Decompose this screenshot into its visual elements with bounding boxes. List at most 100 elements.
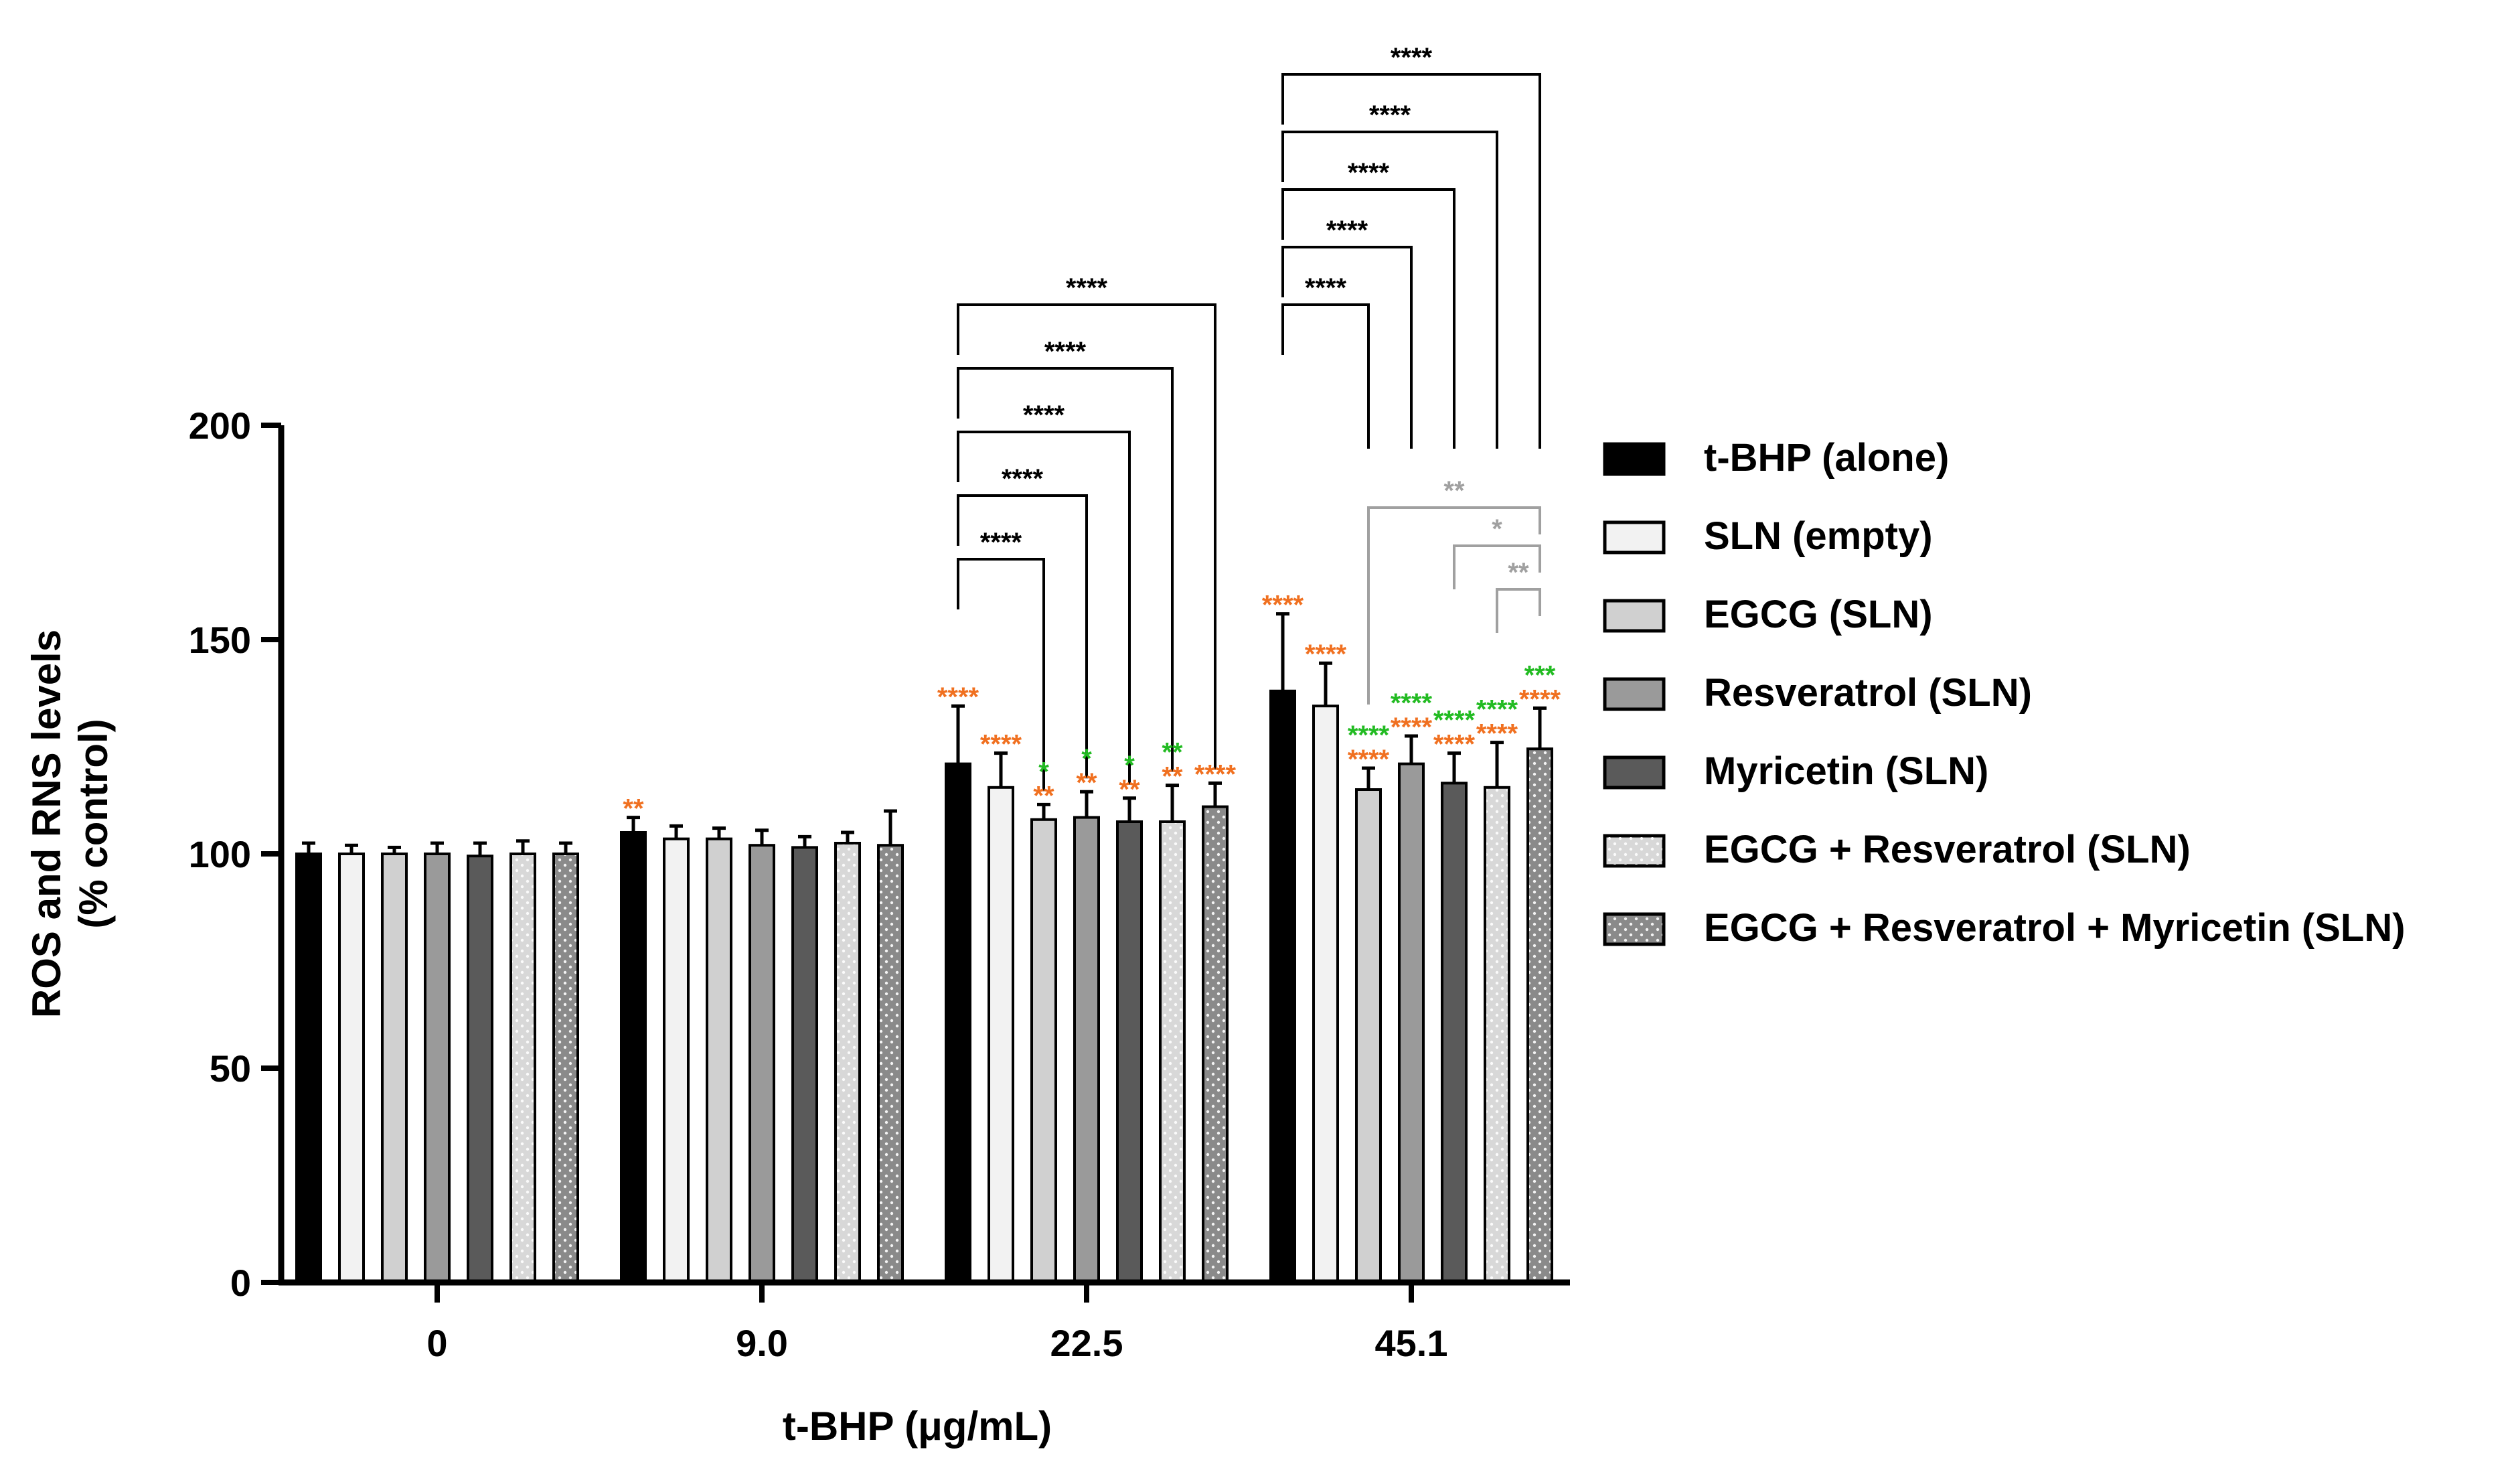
comparison-label-8: ****: [1369, 100, 1411, 130]
x-tick-label-0: 0: [426, 1322, 447, 1364]
comparison-label-0: ****: [980, 528, 1022, 557]
significance-label-11-0: ****: [1391, 688, 1433, 718]
significance-label-12-0: ****: [1433, 706, 1476, 735]
legend-label-5: EGCG + Resveratrol (SLN): [1704, 828, 2191, 871]
bar-pattern-6-2: [1204, 808, 1226, 1281]
y-tick-label-150: 150: [189, 619, 251, 661]
significance-label-10-0: ****: [1348, 721, 1390, 750]
legend-swatch-pattern-5: [1606, 837, 1662, 865]
y-tick-label-0: 0: [230, 1262, 251, 1304]
significance-label-8-0: ****: [1262, 591, 1304, 620]
bar-1-0: [338, 853, 365, 1284]
bar-2-2: [1030, 818, 1057, 1284]
significance-label-14-0: ***: [1524, 660, 1556, 690]
bar-4-0: [467, 855, 493, 1284]
significance-label-12-1: ****: [1433, 730, 1476, 759]
bar-2-0: [381, 853, 408, 1284]
significance-label-7-0: ****: [1194, 759, 1237, 789]
legend-swatch-4: [1603, 755, 1666, 790]
significance-label-0-0: **: [623, 794, 644, 824]
comparison-label-5: ****: [1305, 273, 1347, 303]
comparison-label-7: ****: [1348, 158, 1390, 188]
comparison-label-2: ****: [1023, 400, 1065, 430]
bar-1-3: [1312, 705, 1339, 1284]
bar-pattern-5-2: [1162, 823, 1183, 1281]
bar-pattern-6-3: [1529, 750, 1551, 1281]
significance-label-11-1: ****: [1391, 713, 1433, 742]
comparison-bracket-5: [1281, 303, 1370, 449]
comparison-bracket-7: [1281, 188, 1455, 449]
bar-0-1: [620, 831, 647, 1284]
comparison-label-12: **: [1443, 476, 1465, 506]
significance-label-14-1: ****: [1519, 684, 1561, 714]
y-axis-title-line2: (% control): [71, 719, 116, 928]
x-tick-label-1: 9.0: [736, 1322, 788, 1364]
bar-3-0: [424, 853, 451, 1284]
x-axis-title: t-BHP (μg/mL): [783, 1404, 1052, 1449]
comparison-label-10: **: [1508, 558, 1529, 587]
bar-2-3: [1355, 788, 1382, 1284]
comparison-label-6: ****: [1326, 216, 1368, 245]
legend-swatch-0: [1603, 442, 1666, 476]
significance-label-4-0: *: [1081, 744, 1092, 773]
significance-label-1-0: ****: [937, 682, 979, 712]
bar-pattern-5-3: [1486, 788, 1508, 1281]
y-tick-label-200: 200: [189, 404, 251, 447]
significance-label-3-0: *: [1038, 757, 1049, 786]
bar-1-1: [663, 837, 690, 1284]
x-tick-label-2: 22.5: [1050, 1322, 1123, 1364]
comparison-bracket-9: [1281, 73, 1541, 449]
legend-label-3: Resveratrol (SLN): [1704, 671, 2032, 715]
y-tick-label-100: 100: [189, 833, 251, 875]
legend-swatch-pattern-6: [1606, 915, 1662, 943]
legend-swatch-3: [1603, 677, 1666, 711]
bar-3-3: [1398, 762, 1425, 1284]
significance-label-6-1: **: [1162, 762, 1183, 792]
significance-label-5-1: **: [1119, 775, 1140, 804]
legend-label-2: EGCG (SLN): [1704, 593, 1933, 636]
significance-label-4-1: **: [1076, 768, 1097, 798]
comparison-bracket-6: [1281, 246, 1413, 449]
bar-1-2: [988, 786, 1014, 1284]
comparison-bracket-3: [957, 367, 1174, 772]
significance-label-13-0: ****: [1476, 695, 1518, 725]
bar-4-3: [1441, 782, 1468, 1284]
comparison-bracket-10: [1496, 588, 1541, 633]
bar-0-2: [945, 762, 971, 1284]
comparison-bracket-8: [1281, 131, 1498, 449]
legend-label-6: EGCG + Resveratrol + Myricetin (SLN): [1704, 906, 2406, 950]
y-axis-title-line1: ROS and RNS levels: [24, 630, 69, 1018]
comparison-label-1: ****: [1002, 464, 1044, 494]
comparison-bracket-1: [957, 494, 1088, 779]
comparison-label-3: ****: [1044, 337, 1087, 366]
significance-label-13-1: ****: [1476, 719, 1518, 749]
bar-3-1: [749, 844, 775, 1284]
x-tick-label-3: 45.1: [1375, 1322, 1448, 1364]
bar-pattern-5-0: [512, 855, 534, 1281]
bar-0-0: [295, 853, 322, 1284]
y-tick-label-50: 50: [210, 1047, 251, 1090]
significance-label-10-1: ****: [1348, 745, 1390, 774]
comparison-bracket-4: [957, 303, 1216, 770]
comparison-bracket-12: [1367, 506, 1541, 705]
significance-label-9-0: ****: [1305, 640, 1347, 669]
comparison-bracket-2: [957, 431, 1131, 785]
bar-pattern-5-1: [837, 844, 858, 1281]
significance-label-3-1: **: [1033, 781, 1054, 810]
bar-4-1: [791, 846, 818, 1284]
bar-4-2: [1116, 820, 1143, 1284]
legend-label-0: t-BHP (alone): [1704, 436, 1949, 480]
bar-2-1: [706, 837, 732, 1284]
significance-label-6-0: **: [1162, 738, 1183, 767]
bar-pattern-6-0: [555, 855, 576, 1281]
bar-pattern-6-1: [880, 846, 901, 1281]
legend-swatch-1: [1603, 520, 1666, 555]
comparison-label-11: *: [1492, 514, 1502, 544]
bar-3-2: [1073, 816, 1100, 1284]
bar-0-3: [1269, 689, 1296, 1284]
comparison-bracket-0: [957, 558, 1045, 792]
comparison-bracket-11: [1453, 544, 1541, 589]
significance-label-5-0: *: [1124, 751, 1135, 780]
